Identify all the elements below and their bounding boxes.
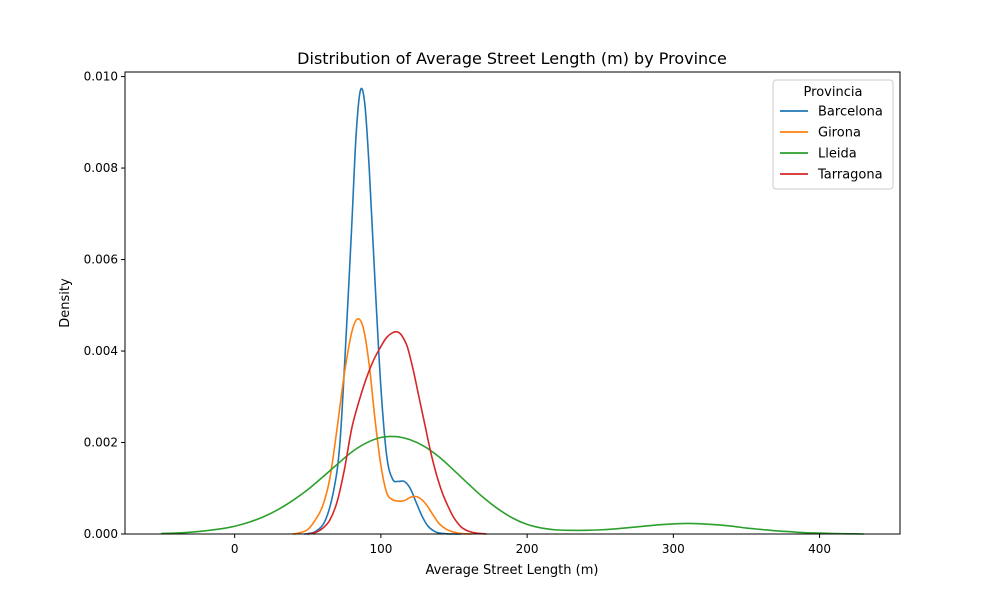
legend-label-tarragona: Tarragona xyxy=(817,168,883,183)
x-tick-label: 200 xyxy=(516,542,539,556)
legend-box xyxy=(772,79,894,190)
y-axis-ticks: 0.000 0.002 0.004 0.006 0.008 0.010 xyxy=(84,70,125,541)
y-tick-label: 0.000 xyxy=(84,527,118,541)
x-tick-label: 0 xyxy=(231,542,239,556)
x-axis-ticks: 0 100 200 300 400 xyxy=(231,534,831,556)
series-line-tarragona xyxy=(306,330,487,535)
chart-title: Distribution of Average Street Length (m… xyxy=(297,49,727,68)
legend-label-barcelona: Barcelona xyxy=(818,105,883,120)
legend: Provincia Barcelona Girona Lleida Tarragona xyxy=(772,79,894,190)
y-tick-label: 0.008 xyxy=(84,161,118,175)
series-line-lleida xyxy=(160,435,865,535)
series-line-girona xyxy=(292,318,473,535)
x-tick-label: 400 xyxy=(808,542,831,556)
legend-items: Barcelona Girona Lleida Tarragona xyxy=(780,105,883,183)
plot-area xyxy=(160,87,865,535)
x-axis-label: Average Street Length (m) xyxy=(426,563,599,578)
x-tick-label: 300 xyxy=(662,542,685,556)
series-line-barcelona xyxy=(304,87,463,535)
y-tick-label: 0.002 xyxy=(84,436,118,450)
y-axis-label: Density xyxy=(58,278,73,328)
legend-label-lleida: Lleida xyxy=(818,147,857,162)
legend-label-girona: Girona xyxy=(818,126,861,141)
legend-title: Provincia xyxy=(804,85,863,100)
y-tick-label: 0.006 xyxy=(84,253,118,267)
y-tick-label: 0.004 xyxy=(84,344,118,358)
y-tick-label: 0.010 xyxy=(84,70,118,84)
x-tick-label: 100 xyxy=(369,542,392,556)
plot-frame xyxy=(124,71,901,535)
